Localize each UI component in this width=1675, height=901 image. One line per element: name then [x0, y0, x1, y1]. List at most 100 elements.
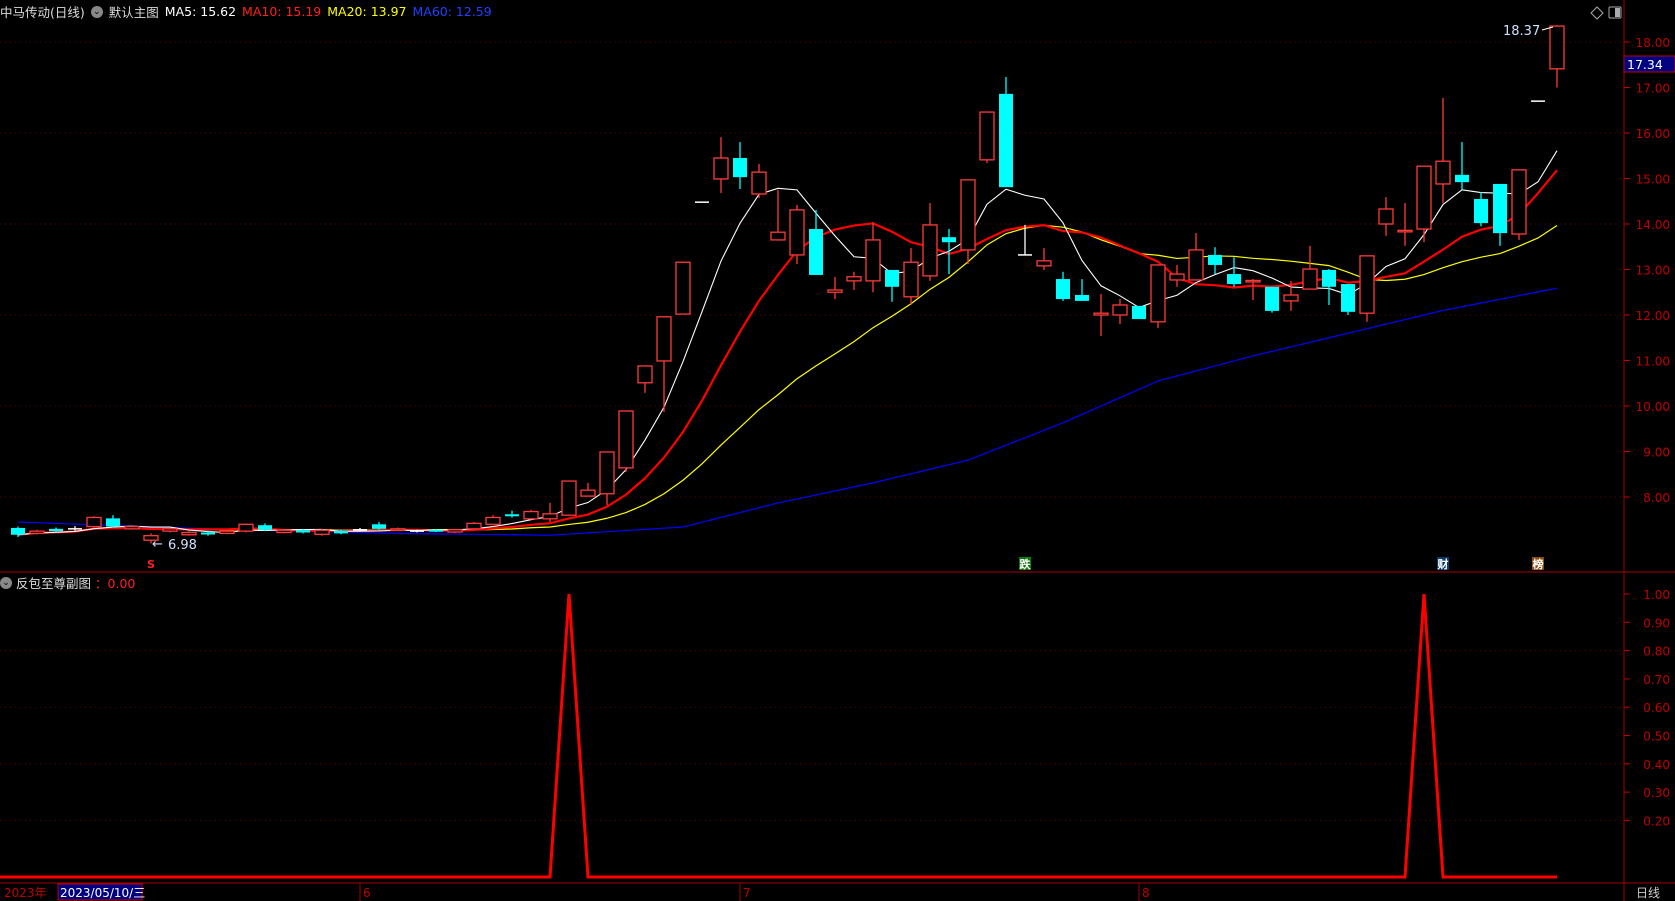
candle [770, 189, 786, 241]
candle [1169, 264, 1185, 287]
candle [1397, 203, 1413, 246]
candle-body-up [1150, 264, 1166, 323]
candle-body-up [219, 530, 235, 535]
candle-body-down [1265, 286, 1279, 311]
candle [11, 526, 25, 538]
candle [561, 480, 577, 516]
candle [1416, 165, 1432, 243]
candle-body-up [276, 529, 292, 534]
candle [219, 529, 235, 535]
marker-text: S [147, 558, 155, 571]
candle [276, 528, 292, 534]
candle-body-up [637, 365, 653, 384]
candle-body-up [656, 316, 672, 362]
sub-axis-label: 1.00 [1643, 588, 1670, 602]
month-label: 8 [1142, 886, 1150, 900]
candle-body-up [485, 516, 501, 525]
candle-body-down [942, 237, 956, 243]
candle [1265, 286, 1279, 313]
dropdown-icon[interactable]: ⌄ [0, 576, 12, 589]
price-axis-label: 14.00 [1636, 218, 1670, 232]
panel-toggle-icon-fill [1615, 8, 1620, 17]
candle-body-down [429, 529, 443, 532]
candle-body-down [1322, 269, 1336, 287]
candle-body-up [1359, 255, 1375, 314]
candle-body-down [11, 527, 25, 535]
candle-body-down [372, 524, 386, 529]
candle [618, 410, 634, 472]
period-label[interactable]: 日线 [1636, 886, 1660, 900]
candle [523, 509, 539, 520]
candle [542, 502, 558, 523]
moving-average-lines [17, 150, 1558, 536]
price-axis-label: 16.00 [1636, 127, 1670, 141]
marker-text: 财 [1437, 557, 1449, 571]
candle-body-up [162, 528, 178, 532]
month-labels: 6 7 8 [359, 883, 1150, 901]
candle [1435, 97, 1451, 204]
candle [1208, 247, 1222, 275]
candle [258, 523, 272, 532]
candle [49, 527, 63, 533]
candle-body-down [201, 532, 215, 535]
sub-axis-label: 0.90 [1643, 616, 1670, 630]
diamond-icon[interactable] [1590, 6, 1604, 20]
candle-body-up [390, 528, 406, 531]
candle [505, 510, 519, 518]
candle [86, 516, 102, 528]
candle-body-up [1112, 304, 1128, 316]
candle-body-down [296, 530, 310, 533]
price-axis-label: 10.00 [1636, 400, 1670, 414]
candle [372, 522, 386, 530]
price-axis-label: 17.00 [1636, 82, 1670, 96]
candle-body-up [1378, 208, 1394, 225]
candle-body-up [1511, 169, 1527, 235]
dropdown-icon[interactable]: ⌄ [90, 5, 103, 18]
marker-badge [1437, 557, 1449, 570]
arrow-left-icon: ← [152, 537, 163, 552]
sub-chart-name[interactable]: 反包至尊副图 [16, 576, 92, 591]
candle-body-up [1416, 165, 1432, 230]
candle-body-down [1208, 254, 1222, 265]
candle [1075, 279, 1089, 301]
cursor-date-box [57, 883, 143, 901]
panel-toggle-icon[interactable] [1608, 6, 1622, 19]
candle [314, 528, 330, 536]
main-chart-name[interactable]: 默认主图 [108, 5, 159, 20]
candle [580, 482, 596, 497]
candle-body-up [827, 289, 843, 293]
candle-body-up [1188, 249, 1204, 281]
ma10-value: MA10: 15.19 [242, 4, 322, 19]
marker-0: S [147, 558, 155, 571]
current-price-tag [1623, 55, 1675, 73]
marker-badge [1019, 557, 1031, 570]
candle [1188, 233, 1204, 281]
candle [1322, 269, 1336, 305]
candle-body-up [979, 111, 995, 161]
candle [903, 248, 919, 305]
candle [29, 529, 45, 535]
candle-body-up [143, 535, 159, 541]
candle-body-up [1397, 229, 1413, 233]
candle [1493, 183, 1507, 246]
price-axis-label: 9.00 [1643, 446, 1670, 460]
ma5-line [17, 150, 1558, 536]
high-price-label: 18.37 [1503, 24, 1540, 39]
main-chart-header: 中马传动(日线) ⌄ 默认主图 MA5: 15.62 MA10: 15.19 M… [0, 2, 492, 21]
candle-body-down [1474, 198, 1488, 224]
candle [809, 209, 823, 275]
sub-axis-label: 0.20 [1643, 814, 1670, 828]
indicator-signal [0, 593, 1557, 879]
candle [1132, 305, 1146, 320]
sub-axis-label: 0.60 [1643, 701, 1670, 715]
candle [334, 529, 348, 535]
candle-body-up [314, 529, 330, 535]
grid-lines [0, 41, 1624, 821]
candle-body-up [1036, 260, 1052, 267]
candle-body-up [922, 224, 938, 277]
candle [637, 365, 653, 393]
stock-title[interactable]: 中马传动(日线) [0, 5, 85, 20]
candle-body-up [1549, 25, 1565, 70]
candle-body-down [106, 518, 120, 527]
